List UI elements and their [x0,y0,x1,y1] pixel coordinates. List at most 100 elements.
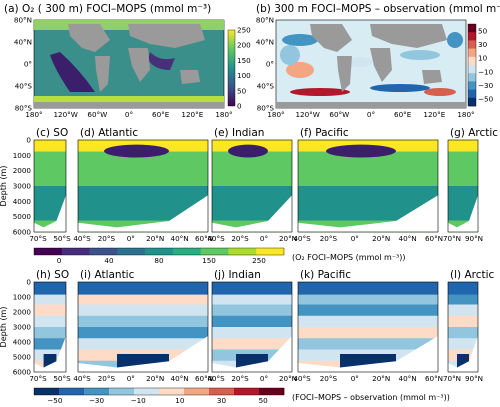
section-band [34,163,66,175]
depth-tick-label: 6000 [13,368,32,377]
section-xtick-label: 0° [127,234,135,243]
map-ytick-label: 80°S [257,104,275,113]
omz-core [228,144,268,158]
bias-field-patch [290,88,350,96]
section-title: (k) Pacific [300,269,351,281]
colorbar-segment [59,388,85,395]
section-xtick-label: 20°S [98,374,116,383]
colorbar-frame [467,23,477,107]
section-band [212,304,292,317]
bias-field-patch [424,88,456,96]
panel-b-land-eurasia [370,24,447,48]
section-frame [33,281,67,373]
colorbar-segment [468,56,476,66]
section-xtick-label: 20°N [146,234,164,243]
map-ytick-label: 40°S [257,82,275,91]
section-band [78,209,208,221]
map-xtick-label: 60°W [329,110,349,119]
colorbar-tick-label: 40 [104,256,114,265]
depth-tick-label: 4000 [13,197,32,206]
bias-section-panel-1: (i) Atlantic 40°S 20°S 0° 20°N 40°N 60°N [73,269,213,383]
section-band [448,163,478,175]
section-xtick-label: 0° [260,374,268,383]
bathymetry-mask [448,195,478,232]
section-xtick-label: 40°N [171,374,189,383]
panel-a-land-antarctica [34,102,224,108]
section-band [448,174,478,187]
colorbar-tick-label: 50 [237,86,247,95]
colorbar-segment [34,248,63,255]
section-band [34,174,66,187]
panel-b-land-australia [422,70,442,84]
colorbar-segment [468,73,476,82]
bias-colorbar-label: (FOCI–MOPS – observation (mmol m⁻³)) [292,393,450,402]
bias-section-panel-2: (j) Indian 40°S 20°S 0° 20°N [207,269,297,383]
section-frame [33,139,67,233]
section-band [34,186,66,198]
section-xtick-label: 20°S [320,234,338,243]
o2-section-panel-1: (d) Atlantic 40°S 20°S 0° 20°N 40°N 60°N [73,127,213,243]
panel-b-colorbar: 50 30 10 −10 −30 −50 [467,23,494,107]
panel-b-land-na [310,24,352,52]
section-band [212,151,292,164]
panel-b-xticks: 180° 120°W 60°W 0° 60°E 120°E 180° [267,110,474,119]
bias-section-panel-3: (k) Pacific 40°S 20°S 0° 20°N 40°N 60°N [293,269,443,383]
section-xtick-label: 20°N [146,374,164,383]
section-band [298,304,438,317]
section-band [212,315,292,328]
map-xtick-label: 180° [25,110,42,119]
section-frame [77,281,209,373]
section-band [212,197,292,210]
bathymetry-mask [212,195,292,232]
section-frame [211,139,293,233]
depth-axis-label: Depth (m) [0,166,8,207]
section-band [78,174,208,187]
bathymetry-mask [448,336,478,372]
section-band [78,293,208,305]
map-xtick-label: 120°E [423,110,445,119]
section-band [448,338,478,350]
map-xtick-label: 120°W [295,110,319,119]
map-ytick-label: 80°S [15,104,33,113]
colorbar-segment [89,248,118,255]
section-band [298,197,438,210]
bias-field-patch [447,32,463,48]
section-band [78,197,208,210]
depth-tick-label: 3000 [13,182,32,191]
section-band [78,327,208,339]
colorbar-tick-label: 50 [259,396,269,405]
colorbar-segment [172,248,201,255]
colorbar-tick-label: 150 [202,256,216,265]
section-xtick-label: 20°N [279,234,297,243]
section-band [448,315,478,328]
section-xtick-label: 40°S [207,374,225,383]
colorbar-segment [468,32,476,41]
surface-bias [212,282,292,295]
section-band [448,151,478,164]
colorbar-segment [468,65,476,74]
panel-a-land-sa [95,56,110,92]
section-xtick-label: 20°S [231,234,249,243]
map-xtick-label: 60°E [394,110,412,119]
panel-a-land-na [68,24,110,52]
o2-section-panel-4: (g) Arctic 70°N 90°N [443,127,498,243]
colorbar-segment [145,248,174,255]
colorbar-tick-label: 250 [237,26,251,35]
section-band [298,338,438,350]
depth-tick-label: 2000 [13,308,32,317]
section-frame [297,139,439,233]
colorbar-segment [468,89,476,99]
section-band [298,163,438,175]
map-xtick-label: 120°W [53,110,77,119]
section-band [78,163,208,175]
bias-sections-row: 0 1000 2000 3000 4000 5000 6000 Depth (m) (h) SO… [0,269,495,383]
section-band [34,338,66,350]
depth-tick-label: 2000 [13,166,32,175]
section-band [298,151,438,164]
section-xtick-label: 40°S [293,234,311,243]
section-xtick-label: 70°S [29,234,47,243]
colorbar-tick-label: 100 [237,71,251,80]
colorbar-segment [109,388,135,395]
section-title: (g) Arctic [450,127,498,139]
map-xtick-label: 180° [267,110,284,119]
